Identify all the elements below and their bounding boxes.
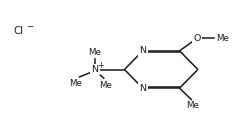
Text: −: − [26, 21, 33, 30]
Text: Me: Me [69, 80, 82, 88]
Text: Me: Me [216, 34, 229, 43]
Text: Me: Me [187, 101, 200, 110]
Text: N: N [139, 46, 146, 55]
Text: N: N [91, 65, 98, 74]
Text: Cl: Cl [13, 26, 23, 36]
Text: N: N [139, 84, 146, 93]
Text: Me: Me [88, 48, 101, 57]
Text: O: O [194, 34, 201, 43]
Text: Me: Me [99, 81, 112, 90]
Text: +: + [97, 61, 103, 70]
